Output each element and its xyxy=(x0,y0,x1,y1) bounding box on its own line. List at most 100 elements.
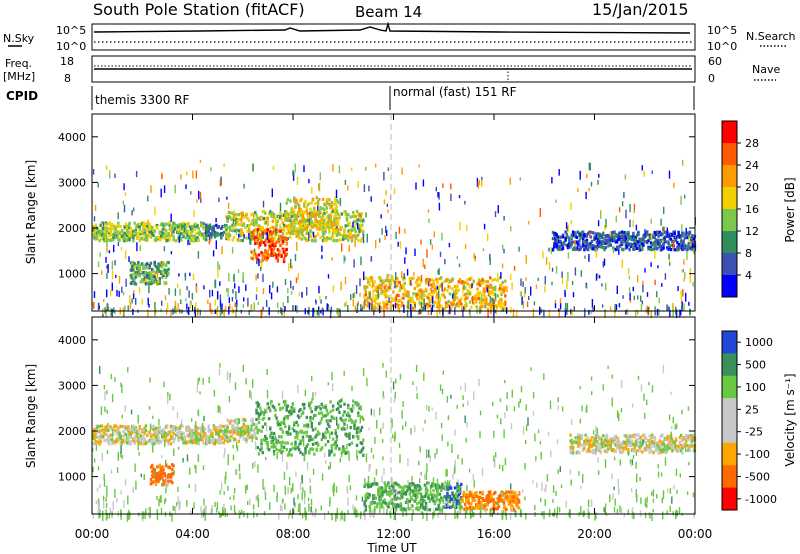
echo-cell xyxy=(388,501,391,505)
echo-cell xyxy=(446,277,449,281)
echo-cell xyxy=(373,309,375,316)
echo-cell xyxy=(119,235,122,239)
echo-cell xyxy=(93,301,95,309)
echo-cell xyxy=(401,271,403,279)
echo-cell xyxy=(254,252,257,256)
echo-cell xyxy=(144,233,148,237)
echo-cell xyxy=(375,240,377,249)
echo-cell xyxy=(114,235,117,239)
echo-cell xyxy=(398,485,401,489)
echo-cell xyxy=(649,248,653,252)
echo-cell xyxy=(411,497,414,501)
echo-cell xyxy=(437,269,439,275)
echo-cell xyxy=(306,225,310,229)
echo-cell xyxy=(333,442,336,446)
echo-cell xyxy=(129,273,133,277)
echo-cell xyxy=(202,426,205,430)
echo-cell xyxy=(646,241,649,245)
echo-cell xyxy=(274,445,277,449)
echo-cell xyxy=(669,262,671,266)
echo-cell xyxy=(497,303,501,307)
echo-cell xyxy=(290,221,293,225)
echo-cell xyxy=(250,250,253,254)
echo-cell xyxy=(246,436,249,440)
echo-cell xyxy=(275,440,278,444)
echo-cell xyxy=(298,212,301,216)
echo-cell xyxy=(412,300,415,304)
echo-cell xyxy=(667,232,670,236)
echo-cell xyxy=(494,298,497,302)
echo-cell xyxy=(374,306,378,310)
echo-cell xyxy=(290,259,292,268)
cpid-mode-1: themis 3300 RF xyxy=(95,93,189,107)
echo-cell xyxy=(330,447,334,451)
echo-cell xyxy=(331,404,335,408)
echo-cell xyxy=(209,238,212,242)
echo-cell xyxy=(465,495,468,499)
echo-cell xyxy=(122,429,125,434)
echo-cell xyxy=(244,424,247,429)
echo-cell xyxy=(476,506,479,510)
echo-cell xyxy=(653,240,656,244)
echo-cell xyxy=(304,226,307,230)
echo-cell xyxy=(223,438,227,442)
echo-cell xyxy=(463,494,467,498)
echo-cell xyxy=(656,309,659,316)
echo-cell xyxy=(151,438,154,442)
echo-cell xyxy=(426,302,429,306)
echo-cell xyxy=(190,226,193,231)
echo-cell xyxy=(427,481,430,485)
echo-cell xyxy=(343,422,346,426)
echo-cell xyxy=(595,273,598,281)
echo-cell xyxy=(164,228,168,232)
echo-cell xyxy=(382,281,385,285)
echo-cell xyxy=(338,238,341,242)
echo-cell xyxy=(357,413,360,418)
echo-cell xyxy=(305,227,308,231)
echo-cell xyxy=(480,305,482,313)
echo-cell xyxy=(325,222,329,226)
echo-cell xyxy=(378,276,381,280)
echo-cell xyxy=(299,207,302,212)
echo-cell xyxy=(172,426,175,430)
echo-cell xyxy=(484,503,487,507)
echo-cell xyxy=(438,301,441,309)
echo-cell xyxy=(607,244,610,248)
echo-cell xyxy=(243,234,245,239)
echo-cell xyxy=(362,219,365,223)
echo-cell xyxy=(489,276,492,280)
echo-cell xyxy=(473,506,477,510)
echo-cell xyxy=(124,426,128,431)
echo-cell xyxy=(327,274,330,279)
echo-cell xyxy=(300,209,303,213)
echo-cell xyxy=(308,438,311,443)
echo-cell xyxy=(375,285,379,289)
echo-cell xyxy=(158,269,161,273)
echo-cell xyxy=(192,437,195,441)
echo-cell xyxy=(324,222,327,226)
echo-cell xyxy=(374,301,378,305)
echo-cell xyxy=(481,179,483,187)
echo-cell xyxy=(262,217,266,221)
echo-cell xyxy=(215,232,218,236)
echo-cell xyxy=(108,227,111,231)
echo-cell xyxy=(428,218,430,224)
echo-cell xyxy=(462,286,465,290)
echo-cell xyxy=(123,239,126,243)
echo-cell xyxy=(261,309,263,315)
echo-cell xyxy=(358,229,361,233)
echo-cell xyxy=(450,505,453,509)
echo-cell xyxy=(193,235,197,239)
echo-cell xyxy=(325,408,329,412)
echo-cell xyxy=(325,427,329,431)
echo-cell xyxy=(446,491,449,496)
echo-cell xyxy=(173,428,177,432)
echo-cell xyxy=(414,495,418,499)
echo-cell xyxy=(321,432,325,436)
echo-cell xyxy=(250,304,253,311)
echo-cell xyxy=(496,279,499,283)
echo-cell xyxy=(440,496,443,500)
echo-cell xyxy=(311,447,315,451)
echo-cell xyxy=(663,238,666,243)
echo-cell xyxy=(226,418,229,422)
